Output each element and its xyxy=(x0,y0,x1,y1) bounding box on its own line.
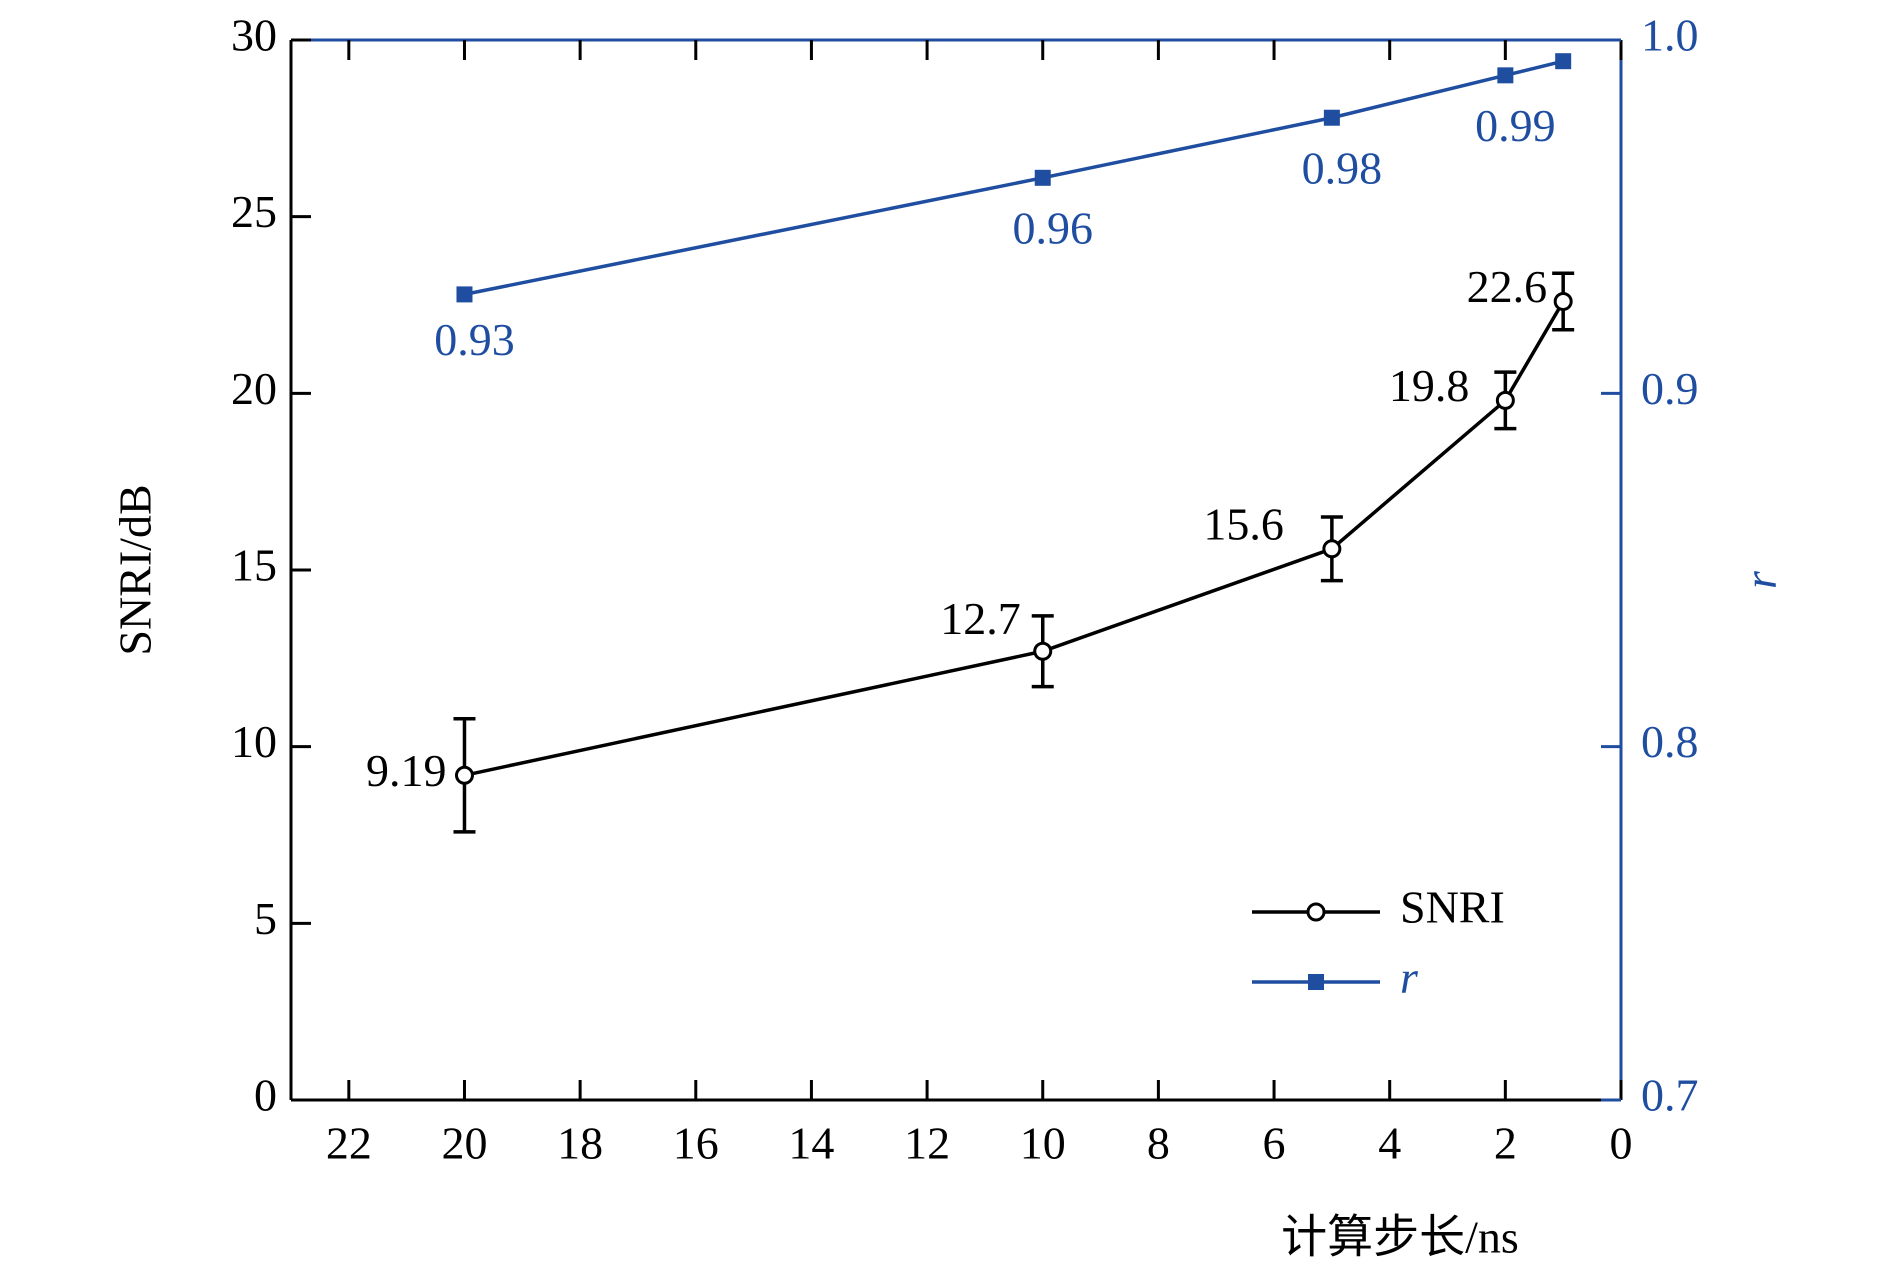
point xyxy=(1322,539,1342,559)
x-tick-label: 4 xyxy=(1378,1118,1401,1169)
y-tick-label: 25 xyxy=(231,186,277,237)
point xyxy=(1555,53,1572,70)
y2-axis-label: r xyxy=(1735,570,1786,589)
data-label: 0.96 xyxy=(1012,202,1093,253)
x-tick-label: 14 xyxy=(788,1118,834,1169)
point xyxy=(454,765,474,785)
data-label: 0.98 xyxy=(1302,142,1383,193)
x-axis-label: 计算步长/ns xyxy=(1281,1212,1519,1263)
y-tick-label: 10 xyxy=(231,716,277,767)
data-label: 19.8 xyxy=(1389,360,1470,411)
point xyxy=(1553,291,1573,311)
point xyxy=(1034,169,1051,186)
x-tick-label: 10 xyxy=(1020,1118,1066,1169)
data-label: 0.93 xyxy=(434,314,515,365)
data-label: 12.7 xyxy=(940,593,1021,644)
x-tick-label: 0 xyxy=(1610,1118,1633,1169)
point xyxy=(456,286,473,303)
y-tick-label: 20 xyxy=(231,363,277,414)
data-label: 15.6 xyxy=(1203,498,1284,549)
y-tick-label: 5 xyxy=(254,893,277,944)
point xyxy=(1497,67,1514,84)
y2-tick-label: 0.9 xyxy=(1641,363,1699,414)
y-tick-label: 15 xyxy=(231,540,277,591)
legend-label: r xyxy=(1400,952,1419,1003)
legend-marker xyxy=(1306,902,1326,922)
y2-tick-label: 0.8 xyxy=(1641,716,1699,767)
x-tick-label: 2 xyxy=(1494,1118,1517,1169)
x-tick-label: 12 xyxy=(904,1118,950,1169)
line xyxy=(464,59,1564,297)
data-label: 22.6 xyxy=(1467,261,1548,312)
x-tick-label: 16 xyxy=(673,1118,719,1169)
y-tick-label: 0 xyxy=(254,1070,277,1121)
point xyxy=(1495,390,1515,410)
y-tick-label: 30 xyxy=(231,10,277,61)
point xyxy=(1033,641,1053,661)
x-tick-label: 8 xyxy=(1147,1118,1170,1169)
legend-label: SNRI xyxy=(1400,882,1505,933)
point xyxy=(1323,109,1340,126)
x-tick-label: 20 xyxy=(441,1118,487,1169)
data-label: 0.99 xyxy=(1475,100,1556,151)
data-label: 9.19 xyxy=(366,745,447,796)
x-tick-label: 18 xyxy=(557,1118,603,1169)
x-tick-label: 22 xyxy=(326,1118,372,1169)
x-tick-label: 6 xyxy=(1263,1118,1286,1169)
y2-tick-label: 0.7 xyxy=(1641,1070,1699,1121)
y2-tick-label: 1.0 xyxy=(1641,10,1699,61)
legend-marker xyxy=(1308,974,1324,990)
y-axis-label: SNRI/dB xyxy=(110,484,161,655)
